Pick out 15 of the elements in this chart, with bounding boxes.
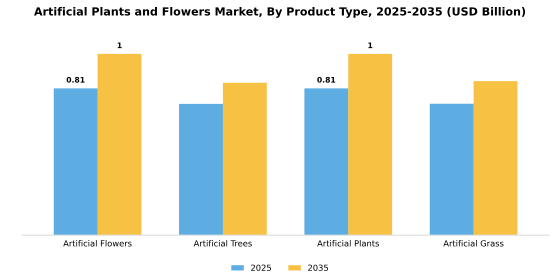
chart-title: Artificial Plants and Flowers Market, By Product Type, 2025-2035 (USD Billion) bbox=[34, 7, 526, 18]
bar bbox=[430, 104, 474, 236]
legend-label: 2025 bbox=[251, 264, 271, 271]
bar bbox=[222, 82, 267, 236]
bar bbox=[179, 104, 223, 236]
bar bbox=[304, 88, 348, 236]
x-tick-label: Artificial Flowers bbox=[63, 240, 132, 247]
bar bbox=[474, 81, 518, 236]
bar bbox=[348, 54, 392, 236]
bar bbox=[98, 54, 142, 236]
legend-label: 2035 bbox=[308, 264, 328, 271]
x-tick-label: Artificial Grass bbox=[443, 240, 504, 247]
bar bbox=[54, 88, 98, 236]
x-tick-label: Artificial Plants bbox=[317, 240, 379, 247]
x-tick-label: Artificial Trees bbox=[194, 240, 252, 247]
